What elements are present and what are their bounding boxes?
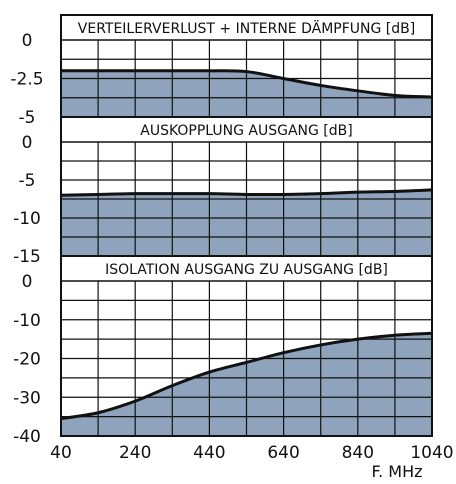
y-tick-label: -20 xyxy=(13,350,41,370)
panel-title-band xyxy=(61,117,432,142)
panel-data-line xyxy=(60,69,433,99)
y-tick-label: -15 xyxy=(13,247,41,267)
panel-title-band xyxy=(61,15,432,40)
x-tick-label: 1040 xyxy=(410,443,453,463)
y-tick-label: -5 xyxy=(19,171,36,191)
x-axis-label: F. MHz xyxy=(371,462,422,481)
y-tick-label: -10 xyxy=(13,209,41,229)
x-tick-label: 240 xyxy=(119,443,151,463)
panel-data-line xyxy=(60,188,433,197)
y-tick-label: -30 xyxy=(13,388,41,408)
panel-title: ISOLATION AUSGANG ZU AUSGANG [dB] xyxy=(105,262,388,278)
panel-title: VERTEILERVERLUST + INTERNE DÄMPFUNG [dB] xyxy=(78,19,415,37)
x-tick-label: 40 xyxy=(50,443,72,463)
panel-1: VERTEILERVERLUST + INTERNE DÄMPFUNG [dB]… xyxy=(10,14,433,128)
panel-2: AUSKOPPLUNG AUSGANG [dB] 0 -5 -10 -15 xyxy=(13,116,433,267)
x-tick-label: 840 xyxy=(342,443,374,463)
panels-group: VERTEILERVERLUST + INTERNE DÄMPFUNG [dB]… xyxy=(10,14,433,447)
y-tick-label: -5 xyxy=(19,108,36,128)
panel-title: AUSKOPPLUNG AUSGANG [dB] xyxy=(140,123,352,139)
panel-frame xyxy=(60,255,433,437)
panel-3: ISOLATION AUSGANG ZU AUSGANG [dB] 0 -10 -20… xyxy=(13,255,433,447)
y-tick-label: -40 xyxy=(13,427,41,447)
x-tick-label: 440 xyxy=(193,443,225,463)
panel-title-band xyxy=(61,256,432,281)
y-tick-label: 0 xyxy=(22,133,33,153)
y-tick-label: -2.5 xyxy=(10,70,43,90)
x-tick-label: 640 xyxy=(267,443,299,463)
y-tick-label: 0 xyxy=(22,272,33,292)
y-tick-label: 0 xyxy=(22,31,33,51)
y-tick-label: -10 xyxy=(13,311,41,331)
panel-data-line xyxy=(60,331,433,421)
